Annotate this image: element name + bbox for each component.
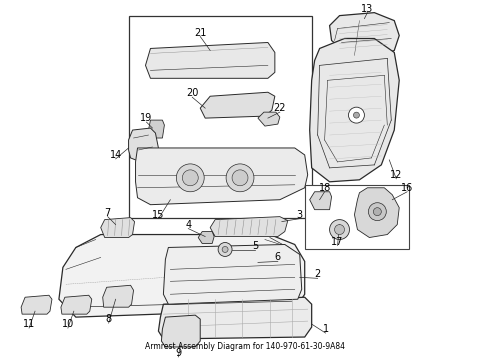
Text: 6: 6 [275,252,281,262]
Text: 17: 17 [331,237,343,247]
Text: 20: 20 [186,88,198,98]
Circle shape [222,247,228,252]
Polygon shape [330,13,399,58]
Circle shape [348,107,365,123]
Text: 3: 3 [296,210,303,220]
Text: 1: 1 [322,324,329,334]
Polygon shape [101,218,135,238]
Polygon shape [163,244,302,304]
Text: 21: 21 [194,27,206,37]
Text: 4: 4 [185,220,191,230]
Polygon shape [59,234,305,317]
Text: 9: 9 [175,348,181,358]
Bar [128,15,312,218]
Circle shape [176,164,204,192]
Circle shape [232,170,248,186]
Polygon shape [200,92,275,118]
Text: 11: 11 [23,319,35,329]
Circle shape [218,243,232,256]
Circle shape [368,203,386,221]
Polygon shape [310,192,332,210]
Text: 13: 13 [361,4,373,14]
Circle shape [182,170,198,186]
Polygon shape [148,120,165,138]
Polygon shape [128,128,158,162]
Polygon shape [103,285,134,307]
Text: 5: 5 [252,242,258,252]
Polygon shape [354,188,399,238]
Polygon shape [158,297,312,339]
Text: 12: 12 [390,170,402,180]
Polygon shape [198,231,214,243]
Polygon shape [258,112,280,126]
Polygon shape [230,255,260,267]
Circle shape [353,112,360,118]
Text: 14: 14 [109,150,122,160]
Polygon shape [21,295,52,314]
Text: 8: 8 [106,314,112,324]
Polygon shape [146,42,275,78]
Circle shape [373,208,381,216]
Text: 7: 7 [104,208,111,218]
Circle shape [226,164,254,192]
Text: 19: 19 [140,113,152,123]
Text: 22: 22 [273,103,286,113]
Text: 18: 18 [318,183,331,193]
Text: 16: 16 [401,183,414,193]
Polygon shape [161,315,200,347]
Circle shape [335,225,344,234]
Polygon shape [310,39,399,182]
Text: 15: 15 [152,210,165,220]
Polygon shape [210,217,288,237]
Polygon shape [61,295,92,314]
Bar [305,185,409,249]
Text: Armrest Assembly Diagram for 140-970-61-30-9A84: Armrest Assembly Diagram for 140-970-61-… [145,342,345,351]
Text: 10: 10 [62,319,74,329]
Polygon shape [136,148,308,205]
Circle shape [330,220,349,239]
Text: 2: 2 [315,269,321,279]
